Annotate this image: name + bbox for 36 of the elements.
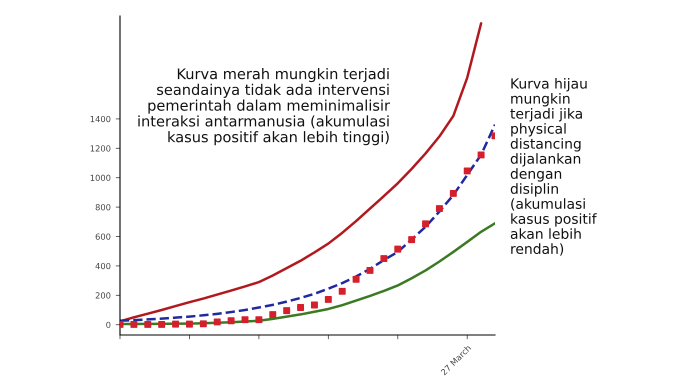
- point: [408, 236, 416, 244]
- point: [242, 316, 248, 324]
- point: [255, 316, 262, 324]
- point: [130, 320, 138, 328]
- point: [366, 266, 374, 274]
- point: [269, 311, 276, 318]
- point: [214, 318, 221, 326]
- point: [200, 320, 207, 328]
- point: [283, 307, 290, 314]
- y-tick-label: 0: [106, 322, 110, 328]
- point: [158, 320, 166, 328]
- point: [436, 205, 443, 212]
- point: [450, 190, 457, 197]
- text: Kurva hijau mungkin terjadi jika physical distancing dijalankan dengan disiplin (akumulasi kasus positif akan lebih rendah): [510, 78, 597, 256]
- point: [297, 304, 304, 311]
- point: [144, 320, 152, 328]
- y-tick-label: 400: [95, 262, 110, 270]
- point: [380, 255, 388, 262]
- point: [394, 246, 402, 253]
- point: [172, 320, 180, 328]
- point: [228, 317, 235, 324]
- y-tick-label: 1400: [90, 116, 110, 122]
- point: [422, 220, 430, 228]
- point: [464, 167, 471, 174]
- y-tick-label: 1200: [90, 145, 110, 152]
- point: [310, 302, 318, 308]
- point: [186, 320, 193, 328]
- annotation: Kurva merah mungkin terjadi seandainya tidak ada intervensi pemerintah dalam meminimalisir interaksi antarmanusia (akumulasi kasus positif akan lebih tinggi): [138, 68, 390, 146]
- point: [352, 276, 360, 283]
- point: [478, 151, 485, 158]
- y-tick-label: 600: [96, 233, 110, 240]
- y-tick-label: 800: [96, 204, 110, 210]
- y-tick-label: 1000: [90, 174, 110, 181]
- point: [338, 288, 346, 295]
- point: [324, 296, 332, 303]
- y-tick-label: 200: [96, 292, 110, 299]
